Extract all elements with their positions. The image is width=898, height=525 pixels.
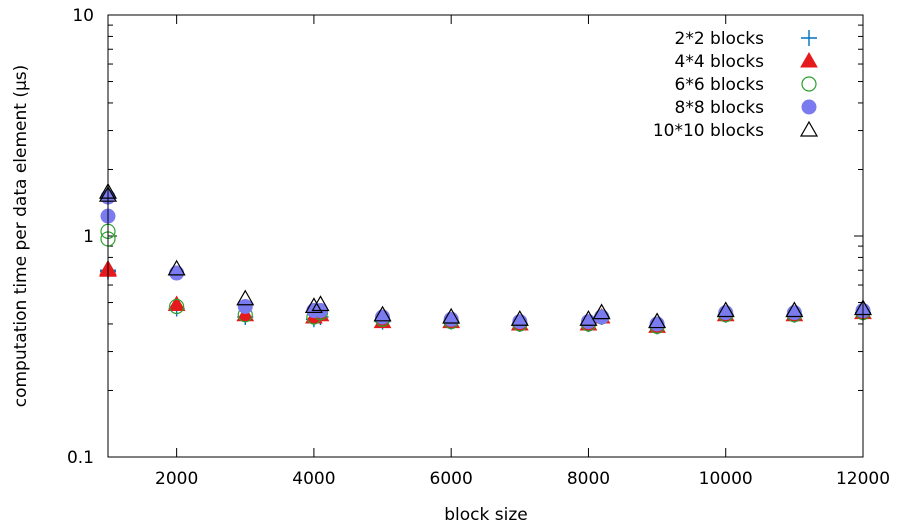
x-tick-label: 10000 xyxy=(699,469,753,489)
x-tick-label: 8000 xyxy=(567,469,610,489)
data-point xyxy=(373,305,392,322)
x-tick-label: 2000 xyxy=(155,469,198,489)
y-tick-label: 10 xyxy=(72,6,94,26)
data-point xyxy=(510,310,529,326)
legend: 2*2 blocks 4*4 blocks 6*6 blocks 8*8 blocks… xyxy=(653,29,819,141)
legend-marker xyxy=(799,120,819,137)
legend-label: 8*8 blocks xyxy=(675,98,765,118)
data-point xyxy=(716,301,735,318)
data-point xyxy=(169,298,185,315)
series-1 xyxy=(100,262,871,335)
x-tick-label: 4000 xyxy=(292,469,335,489)
data-point xyxy=(169,265,185,281)
tick-labels: 2000 4000 6000 8000 10000 12000 0.1 1 10 xyxy=(67,6,890,489)
x-axis-label: block size xyxy=(444,505,527,525)
data-point xyxy=(594,309,610,325)
series-3 xyxy=(100,223,871,334)
data-point xyxy=(579,310,598,326)
legend-label: 2*2 blocks xyxy=(675,29,765,49)
y-tick-label: 1 xyxy=(83,227,94,247)
series-5 xyxy=(98,182,873,329)
y-axis-label: computation time per data element (μs) xyxy=(11,65,31,408)
data-point xyxy=(167,295,186,311)
legend-marker xyxy=(800,51,818,68)
data-point xyxy=(442,307,461,324)
data-points xyxy=(98,182,873,335)
legend-marker xyxy=(801,76,817,92)
data-point xyxy=(304,297,323,314)
series-4 xyxy=(100,189,871,332)
data-point xyxy=(592,303,611,320)
data-point xyxy=(311,295,330,312)
plot-frame xyxy=(107,14,864,458)
legend-label: 6*6 blocks xyxy=(675,75,765,95)
legend-marker xyxy=(801,99,817,115)
legend-label: 4*4 blocks xyxy=(675,52,765,72)
data-point xyxy=(236,289,255,306)
legend-marker xyxy=(801,30,817,46)
data-point xyxy=(785,301,804,318)
x-tick-label: 6000 xyxy=(430,469,473,489)
x-tick-label: 12000 xyxy=(836,469,890,489)
legend-label: 10*10 blocks xyxy=(653,121,764,141)
y-tick-label: 0.1 xyxy=(67,448,94,468)
data-point xyxy=(167,259,186,276)
data-point xyxy=(648,312,667,329)
series-2 xyxy=(99,259,872,333)
data-point xyxy=(237,298,253,314)
